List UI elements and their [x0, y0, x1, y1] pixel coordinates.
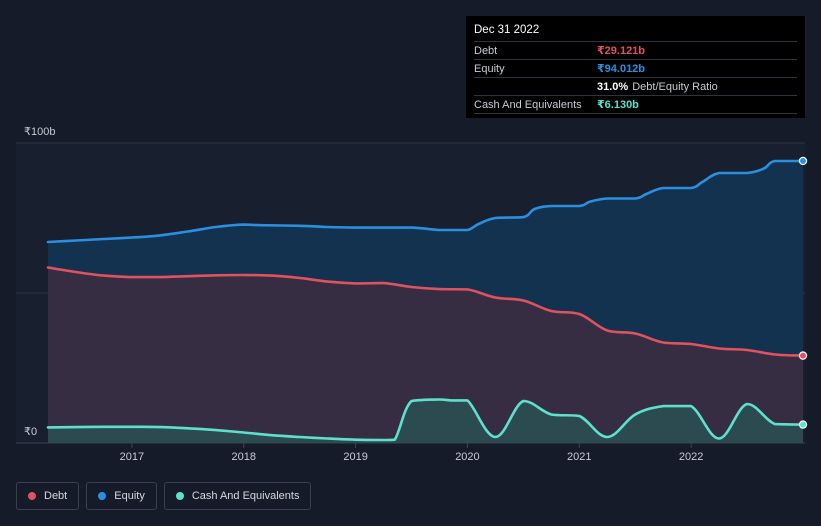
tooltip-value: ₹29.121b [597, 45, 646, 57]
tooltip-row-equity: Equity ₹94.012b [474, 59, 797, 77]
tooltip-label: Debt [474, 44, 498, 57]
y-top-label: ₹100b [24, 126, 55, 138]
x-tick-label: 2022 [679, 451, 703, 463]
tooltip-label: Cash And Equivalents [474, 98, 582, 111]
tooltip-label: Equity [474, 62, 505, 75]
tooltip-value: ₹6.130b [597, 99, 639, 111]
legend-dot-icon [98, 492, 107, 500]
x-tick-label: 2017 [120, 451, 144, 463]
tooltip-row-ratio: 31.0% Debt/Equity Ratio [474, 77, 797, 95]
series-lines [46, 159, 805, 442]
tooltip-extra: Debt/Equity Ratio [632, 80, 718, 93]
legend-item-cash[interactable]: Cash And Equivalents [163, 482, 312, 510]
tooltip-date: Dec 31 2022 [474, 24, 540, 36]
end-marker-cash-and-equivalents [798, 420, 808, 429]
tooltip-row-debt: Debt ₹29.121b [474, 41, 797, 59]
x-tick-label: 2021 [567, 451, 591, 463]
legend-item-debt[interactable]: Debt [16, 482, 80, 510]
x-axis-ticks: 2017 2018 2019 2020 2021 2022 [120, 443, 703, 463]
series-end-markers [798, 156, 808, 429]
line-equity [46, 159, 805, 244]
tooltip-value: 31.0% [597, 80, 629, 93]
legend-dot-icon [28, 492, 36, 500]
tooltip-value: ₹94.012b [597, 63, 646, 75]
y-bottom-label: ₹0 [24, 426, 37, 438]
x-tick-label: 2020 [455, 451, 479, 463]
legend-label: Cash And Equivalents [191, 490, 300, 502]
tooltip: Dec 31 2022 Debt ₹29.121b Equity ₹94.012… [466, 16, 805, 118]
x-tick-label: 2018 [231, 451, 255, 463]
line-debt [46, 266, 805, 357]
area-debt [48, 267, 803, 443]
end-marker-debt [798, 351, 808, 360]
legend-item-equity[interactable]: Equity [86, 482, 157, 510]
legend-label: Equity [114, 490, 145, 502]
legend-dot-icon [175, 492, 184, 500]
line-cash-and-equivalents [46, 398, 805, 442]
legend: Debt Equity Cash And Equivalents [16, 482, 312, 510]
tooltip-row-cash: Cash And Equivalents ₹6.130b [474, 95, 797, 114]
end-marker-equity [798, 156, 808, 166]
legend-label: Debt [44, 490, 68, 502]
x-tick-label: 2019 [343, 451, 367, 463]
series-areas [48, 161, 803, 443]
